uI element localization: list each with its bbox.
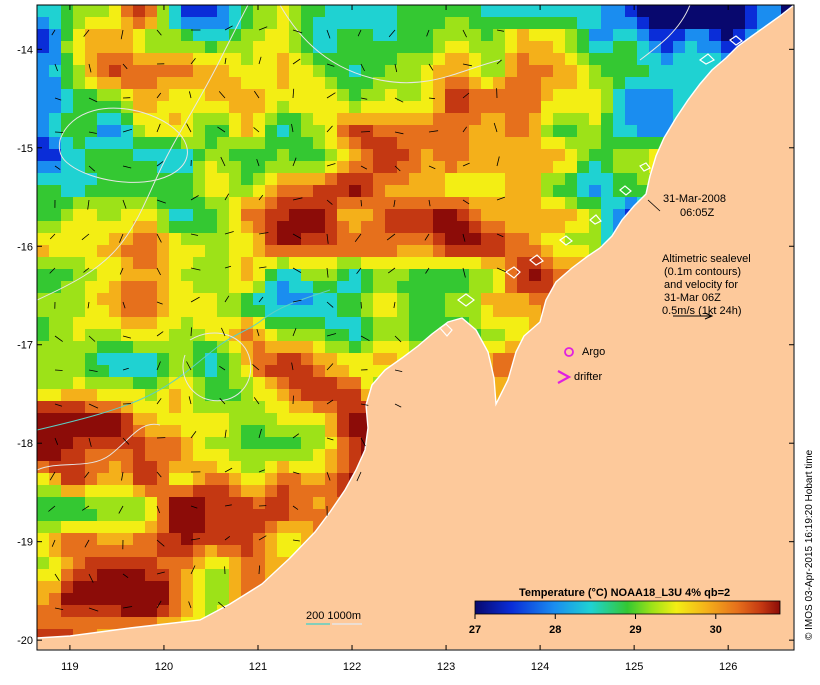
- date-label: 31-Mar-2008: [663, 193, 726, 205]
- colorbar: [475, 601, 780, 614]
- lat-tick-label: -18: [17, 438, 33, 450]
- lon-tick-label: 123: [437, 661, 455, 673]
- lat-tick-label: -15: [17, 143, 33, 155]
- lon-tick-label: 120: [155, 661, 173, 673]
- credit-text: © IMOS 03-Apr-2015 16:19:20 Hobart time: [804, 449, 815, 640]
- lon-tick-label: 122: [343, 661, 361, 673]
- lon-tick-label: 125: [625, 661, 643, 673]
- altimetry-line5: 0.5m/s (1kt 24h): [662, 305, 741, 317]
- lon-tick-label: 126: [719, 661, 737, 673]
- lat-tick-label: -16: [17, 241, 33, 253]
- lat-tick-label: -19: [17, 537, 33, 549]
- drifter-label: drifter: [574, 371, 602, 383]
- time-label: 06:05Z: [680, 207, 715, 219]
- lat-tick-label: -17: [17, 340, 33, 352]
- altimetry-line1: Altimetric sealevel: [662, 253, 751, 265]
- depth-legend-label: 200 1000m: [306, 610, 361, 622]
- altimetry-line4: 31-Mar 06Z: [664, 292, 721, 304]
- colorbar-tick-label: 27: [469, 624, 481, 636]
- colorbar-title: Temperature (°C) NOAA18_L3U 4% qb=2: [519, 587, 730, 599]
- lat-tick-label: -14: [17, 44, 33, 56]
- colorbar-tick-label: 28: [549, 624, 561, 636]
- colorbar-tick-label: 29: [629, 624, 641, 636]
- altimetry-line3: and velocity for: [664, 279, 738, 291]
- lon-tick-label: 119: [61, 661, 79, 673]
- argo-label: Argo: [582, 346, 605, 358]
- altimetry-line2: (0.1m contours): [664, 266, 741, 278]
- lon-tick-label: 124: [531, 661, 549, 673]
- colorbar-tick-label: 30: [710, 624, 722, 636]
- lat-tick-label: -20: [17, 635, 33, 647]
- lon-tick-label: 121: [249, 661, 267, 673]
